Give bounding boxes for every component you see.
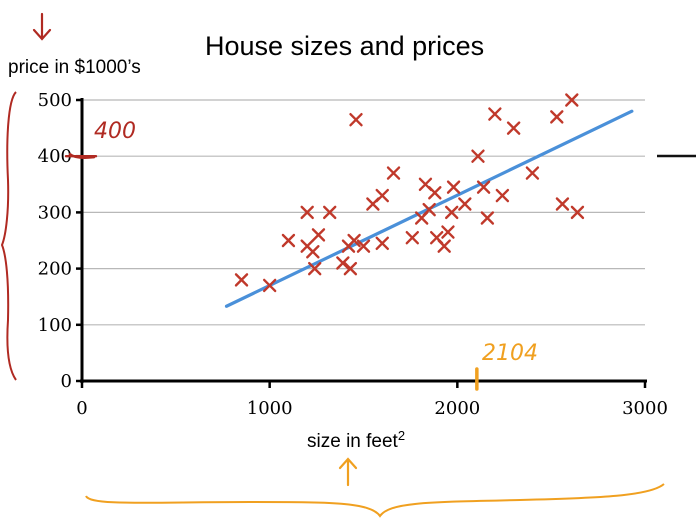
data-point-19 bbox=[405, 230, 419, 245]
data-point-25 bbox=[437, 239, 451, 253]
data-point-36 bbox=[525, 166, 540, 180]
red-price-tick bbox=[64, 153, 98, 159]
data-point-34 bbox=[495, 188, 510, 203]
data-point-35 bbox=[506, 121, 521, 135]
data-point-2 bbox=[281, 233, 296, 248]
data-point-33 bbox=[488, 107, 502, 121]
orange-arrow-icon bbox=[338, 457, 358, 487]
x-axis-label-text: size in feet bbox=[307, 431, 399, 452]
orange-brace-icon bbox=[85, 483, 665, 518]
data-point-32 bbox=[480, 211, 495, 225]
data-point-1 bbox=[262, 278, 277, 293]
size-annotation: 2104 bbox=[482, 341, 538, 366]
data-point-31 bbox=[476, 180, 491, 194]
y-tick-label-200: 200 bbox=[38, 259, 72, 280]
data-points bbox=[234, 93, 585, 293]
data-point-40 bbox=[570, 205, 585, 220]
data-point-29 bbox=[458, 197, 472, 211]
annotations: 400 2104 bbox=[0, 12, 696, 518]
data-point-18 bbox=[386, 166, 401, 180]
data-point-14 bbox=[356, 239, 371, 253]
x-tick-label-2000: 2000 bbox=[434, 398, 480, 419]
axes bbox=[76, 98, 647, 388]
price-annotation: 400 bbox=[94, 119, 136, 144]
y-tick-label-100: 100 bbox=[38, 315, 72, 336]
red-arrow-icon bbox=[32, 12, 52, 41]
chart-title: House sizes and prices bbox=[205, 31, 484, 61]
x-axis-label: size in feet2 bbox=[307, 428, 405, 452]
data-point-7 bbox=[311, 228, 326, 242]
data-point-0 bbox=[234, 273, 249, 287]
x-tick-label-3000: 3000 bbox=[622, 398, 668, 419]
data-point-37 bbox=[550, 110, 564, 124]
data-point-27 bbox=[445, 205, 459, 220]
data-point-22 bbox=[422, 202, 436, 217]
y-tick-label-300: 300 bbox=[38, 202, 72, 223]
data-point-30 bbox=[471, 149, 485, 163]
data-point-3 bbox=[300, 205, 314, 220]
data-point-28 bbox=[446, 180, 461, 194]
y-tick-label-500: 500 bbox=[38, 90, 72, 111]
data-point-8 bbox=[323, 205, 337, 220]
data-point-5 bbox=[306, 245, 320, 259]
data-point-16 bbox=[375, 188, 389, 203]
y-tick-label-400: 400 bbox=[38, 146, 72, 167]
data-point-9 bbox=[336, 256, 350, 270]
data-point-6 bbox=[308, 261, 322, 276]
red-brace-icon bbox=[0, 91, 17, 381]
data-point-23 bbox=[428, 186, 442, 200]
data-point-11 bbox=[343, 261, 358, 276]
tick-labels: 0 100 200 300 400 500 0 1000 2000 3000 bbox=[38, 90, 668, 419]
y-tick-label-0: 0 bbox=[61, 371, 72, 392]
data-point-13 bbox=[349, 112, 363, 127]
data-point-38 bbox=[555, 197, 570, 211]
y-axis-label: price in $1000’s bbox=[8, 57, 141, 78]
data-point-17 bbox=[375, 236, 389, 251]
x-tick-label-1000: 1000 bbox=[247, 398, 293, 419]
data-point-12 bbox=[347, 233, 361, 248]
x-axis-label-sup: 2 bbox=[398, 428, 405, 443]
data-point-26 bbox=[441, 225, 455, 239]
data-point-39 bbox=[565, 93, 579, 107]
x-tick-label-0: 0 bbox=[76, 398, 87, 419]
grid-lines bbox=[82, 99, 645, 326]
